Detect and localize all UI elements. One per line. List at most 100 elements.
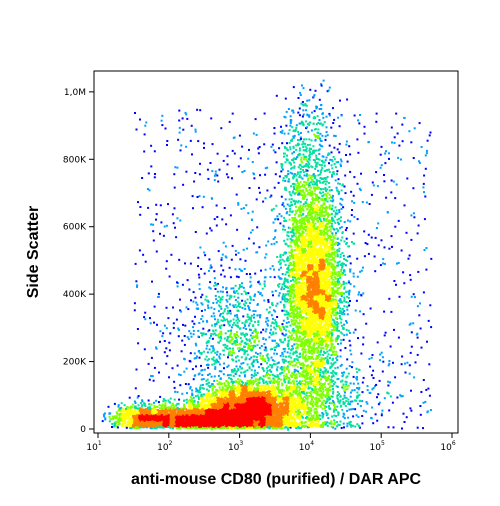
event-dot (250, 401, 253, 404)
event-dot (282, 395, 285, 398)
event-dot (235, 402, 238, 405)
event-dot (263, 414, 266, 417)
event-dot (277, 381, 280, 384)
event-dot (230, 404, 233, 407)
event-dot (223, 382, 226, 385)
event-dot (210, 407, 213, 410)
event-dot (239, 401, 242, 404)
event-dot (268, 424, 271, 427)
event-dot (285, 409, 288, 412)
event-dot (211, 408, 214, 410)
event-dot (252, 423, 255, 426)
event-dot (230, 380, 233, 383)
event-dot (255, 424, 258, 427)
event-dot (219, 393, 222, 396)
event-dot (231, 400, 234, 403)
event-dot (256, 400, 259, 403)
event-dot (271, 386, 274, 389)
event-dot (293, 414, 296, 417)
event-dot (275, 409, 278, 412)
event-dot (227, 383, 230, 386)
event-dot (249, 404, 252, 407)
event-dot (282, 422, 285, 425)
event-dot (259, 406, 262, 409)
event-dot (234, 387, 236, 390)
event-dot (284, 420, 286, 423)
event-dot (211, 401, 214, 404)
event-dot (261, 394, 264, 397)
event-dot (280, 408, 283, 411)
event-dot (228, 409, 231, 412)
event-dot (215, 401, 218, 403)
event-dot (236, 395, 239, 398)
event-dot (197, 402, 199, 405)
event-dot (271, 406, 274, 409)
event-dot (252, 383, 255, 386)
event-dot (230, 405, 233, 408)
event-dot (240, 393, 243, 395)
event-dot (213, 401, 216, 404)
event-dot (190, 400, 193, 403)
event-dot (202, 393, 205, 396)
event-dot (232, 403, 235, 406)
event-dot (250, 413, 253, 416)
event-dot (191, 389, 194, 392)
event-dot (250, 411, 253, 414)
event-dot (248, 426, 251, 429)
event-dot (193, 406, 195, 409)
event-dot (249, 412, 251, 415)
event-dot (164, 402, 167, 405)
event-dot (195, 390, 198, 393)
event-dot (276, 388, 279, 391)
event-dot (207, 389, 210, 392)
event-dot (266, 405, 269, 408)
event-dot (208, 401, 210, 404)
event-dot (253, 401, 256, 404)
event-dot (272, 413, 275, 415)
event-dot (208, 372, 211, 375)
event-dot (199, 391, 202, 394)
event-dot (239, 387, 242, 390)
event-dot (284, 419, 286, 422)
event-dot (185, 409, 188, 412)
event-dot (305, 424, 308, 427)
event-dot (243, 404, 246, 407)
event-dot (269, 401, 272, 404)
event-dot (229, 403, 231, 406)
event-dot (207, 399, 210, 402)
event-dot (250, 387, 253, 390)
event-dot (263, 403, 266, 406)
event-dot (266, 413, 269, 416)
event-dot (234, 390, 237, 393)
event-dot (252, 427, 255, 430)
event-dot (253, 395, 256, 398)
event-dot (193, 400, 196, 403)
event-dot (207, 391, 210, 394)
event-dot (257, 399, 260, 402)
event-dot (245, 390, 248, 393)
event-dot (246, 408, 249, 411)
event-dot (267, 387, 270, 390)
event-dot (133, 427, 136, 429)
event-dot (270, 399, 273, 402)
event-dot (248, 387, 251, 390)
event-dot (281, 420, 283, 423)
event-dot (158, 403, 161, 406)
event-dot (266, 425, 269, 428)
event-dot (256, 392, 259, 395)
event-dot (230, 387, 233, 390)
event-dot (272, 392, 275, 395)
event-dot (283, 402, 286, 405)
event-dot (176, 402, 179, 405)
event-dot (284, 424, 287, 426)
event-dot (216, 379, 219, 382)
event-dot (280, 402, 283, 405)
event-dot (205, 379, 208, 382)
event-dot (302, 413, 305, 416)
event-dot (277, 375, 280, 378)
event-dot (227, 403, 230, 406)
event-dot (238, 425, 241, 428)
event-dot (227, 405, 230, 408)
event-dot (253, 400, 256, 403)
event-dot (193, 403, 196, 406)
